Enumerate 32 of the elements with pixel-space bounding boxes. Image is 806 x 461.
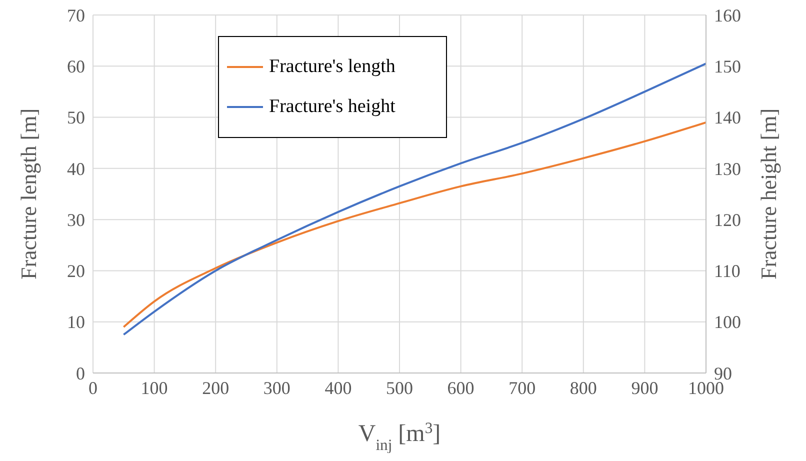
y2-tick-label: 140 <box>714 108 741 128</box>
x-tick-label: 0 <box>88 378 98 398</box>
line-series <box>122 121 706 328</box>
y2-tick-label: 160 <box>714 5 741 26</box>
y2-tick-label: 110 <box>714 261 740 282</box>
y-axis-title: Fracture length [m] <box>16 108 41 280</box>
y2-tick-label: 100 <box>714 312 741 332</box>
x-tick-label: 300 <box>263 378 290 398</box>
x-tick-label: 100 <box>140 378 168 398</box>
x-tick-label: 600 <box>447 378 474 398</box>
x-tick-label: 500 <box>386 378 413 398</box>
x-tick-label: 400 <box>324 378 352 398</box>
y2-tick-label: 150 <box>714 56 741 77</box>
y-tick-label: 50 <box>67 108 85 128</box>
y2-tick-label: 120 <box>714 210 741 230</box>
y-tick-label: 40 <box>67 158 85 179</box>
x-axis-title: V$_{inj}$ [m$^{3}$] <box>358 420 441 454</box>
y-tick-label: 0 <box>76 363 85 384</box>
y2-tick-label: 130 <box>714 158 741 179</box>
y-tick-label: 70 <box>67 5 85 26</box>
x-tick-label: 700 <box>508 378 536 398</box>
y2-tick-label: 90 <box>714 363 732 384</box>
x-tick-label: 800 <box>570 378 597 398</box>
y-tick-label: 60 <box>67 56 85 77</box>
x-tick-label: 200 <box>202 378 230 398</box>
y-tick-label: 10 <box>67 312 85 332</box>
legend-label: Fracture's height <box>269 95 396 119</box>
y-tick-label: 20 <box>67 261 85 282</box>
y-tick-label: 30 <box>67 210 85 230</box>
y2-axis-title: Fracture height [m] <box>756 108 781 280</box>
legend-label: Fracture's length <box>269 55 396 79</box>
x-tick-label: 900 <box>631 378 658 398</box>
